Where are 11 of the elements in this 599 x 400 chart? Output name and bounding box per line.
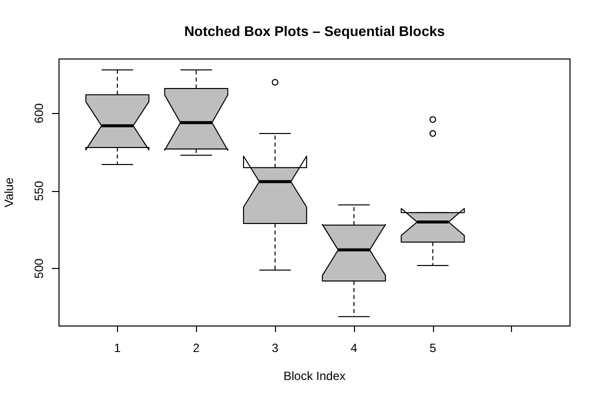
x-tick-label: 5	[429, 341, 436, 355]
chart-title: Notched Box Plots – Sequential Blocks	[184, 23, 446, 39]
x-tick-label: 1	[114, 341, 122, 355]
y-tick-label: 550	[32, 180, 46, 201]
x-axis-title: Block Index	[283, 369, 346, 383]
y-axis-title: Value	[2, 177, 16, 208]
y-tick-label: 600	[32, 103, 46, 124]
x-tick-label: 4	[350, 341, 358, 355]
x-tick-label: 2	[192, 341, 200, 355]
y-tick-label: 500	[32, 258, 46, 279]
x-tick-label: 3	[272, 341, 279, 355]
